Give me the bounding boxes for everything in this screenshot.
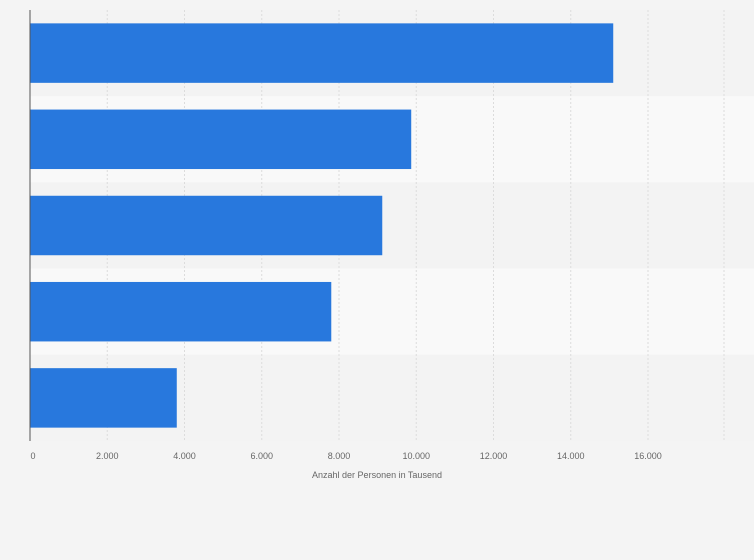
bar: [30, 195, 383, 256]
x-tick-label: 14.000: [557, 451, 585, 461]
bars: [30, 23, 614, 428]
x-axis-title: Anzahl der Personen in Tausend: [312, 470, 442, 480]
bar: [30, 368, 177, 428]
x-tick-label: 12.000: [480, 451, 508, 461]
x-tick-label: 2.000: [96, 451, 119, 461]
x-tick-label: 6.000: [250, 451, 273, 461]
x-tick-labels: 0 2.000 4.000 6.000 8.000 10.000 12.000 14.000 1…: [30, 451, 661, 461]
x-tick-label: 0: [30, 451, 35, 461]
bar: [30, 281, 332, 342]
x-tick-label: 4.000: [173, 451, 196, 461]
bar: [30, 23, 614, 83]
x-tick-label: 10.000: [402, 451, 430, 461]
bar: [30, 109, 412, 170]
x-tick-label: 16.000: [634, 451, 662, 461]
x-tick-label: 8.000: [328, 451, 351, 461]
